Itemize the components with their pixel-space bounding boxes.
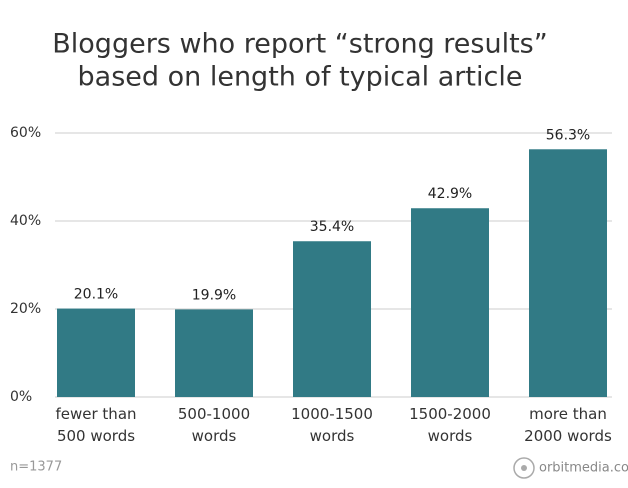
bar xyxy=(57,308,135,397)
y-tick-label: 40% xyxy=(10,213,41,229)
source: orbitmedia.com xyxy=(539,461,628,476)
y-tick-label: 20% xyxy=(10,301,41,317)
logo-icon xyxy=(513,457,535,479)
logo-dot xyxy=(521,465,527,471)
bar xyxy=(293,241,371,397)
value-label: 20.1% xyxy=(74,287,118,303)
y-tick-label: 60% xyxy=(10,125,41,141)
chart-title: Bloggers who report “strong results” xyxy=(52,29,547,60)
value-label: 35.4% xyxy=(310,219,354,235)
bar xyxy=(529,149,607,397)
note: n=1377 xyxy=(10,460,62,475)
x-tick-label: fewer than 500 words xyxy=(55,405,137,445)
value-label: 42.9% xyxy=(428,186,472,202)
x-tick-label: 1000-1500 words xyxy=(291,405,373,445)
value-label: 19.9% xyxy=(192,287,236,303)
bar xyxy=(411,208,489,397)
y-tick-label: 0% xyxy=(10,389,32,405)
x-tick-label: 500-1000 words xyxy=(177,405,251,445)
x-tick-label: more than 2000 words xyxy=(524,405,612,445)
x-tick-label: 1500-2000 words xyxy=(409,405,491,445)
value-label: 56.3% xyxy=(546,127,590,143)
chart-subtitle: based on length of typical article xyxy=(78,62,523,93)
bar xyxy=(175,309,253,397)
